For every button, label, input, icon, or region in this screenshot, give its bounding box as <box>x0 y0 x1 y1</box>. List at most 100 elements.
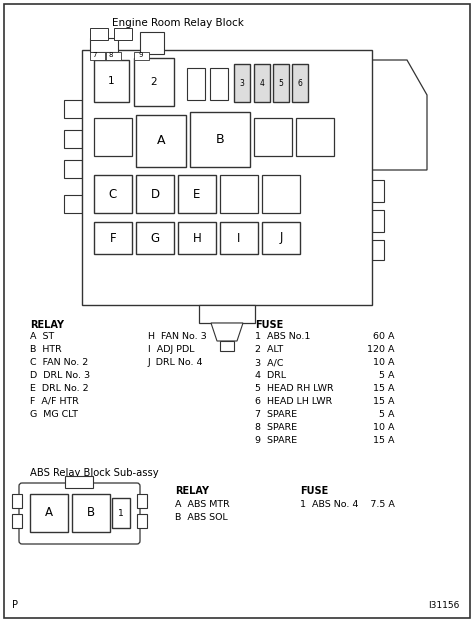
Bar <box>296 118 334 156</box>
Text: I  ADJ PDL: I ADJ PDL <box>148 345 194 354</box>
Text: H  FAN No. 3: H FAN No. 3 <box>148 332 207 341</box>
Bar <box>187 68 205 100</box>
Text: B  HTR: B HTR <box>30 345 62 354</box>
Bar <box>94 222 132 254</box>
Text: A: A <box>45 506 53 519</box>
Text: G: G <box>150 231 160 244</box>
Bar <box>90 52 105 60</box>
Bar <box>136 222 174 254</box>
Bar <box>94 60 129 102</box>
Text: 4: 4 <box>260 78 264 88</box>
Text: 1  ABS No.1: 1 ABS No.1 <box>255 332 310 341</box>
Text: 1  ABS No. 4    7.5 A: 1 ABS No. 4 7.5 A <box>300 500 395 509</box>
Bar <box>136 175 174 213</box>
Text: I: I <box>237 231 241 244</box>
Text: C  FAN No. 2: C FAN No. 2 <box>30 358 88 367</box>
Text: H: H <box>192 231 201 244</box>
Text: B: B <box>87 506 95 519</box>
Text: 6: 6 <box>298 78 302 88</box>
Bar <box>94 175 132 213</box>
Bar <box>136 115 186 167</box>
Bar <box>90 38 118 52</box>
Text: RELAY: RELAY <box>30 320 64 330</box>
Text: 8  SPARE: 8 SPARE <box>255 423 297 432</box>
Text: 7  SPARE: 7 SPARE <box>255 410 297 419</box>
Text: E: E <box>193 187 201 200</box>
Text: 7: 7 <box>93 52 97 58</box>
Text: 15 A: 15 A <box>374 436 395 445</box>
Text: D: D <box>150 187 160 200</box>
Bar <box>106 52 121 60</box>
Bar <box>273 64 289 102</box>
Bar <box>254 64 270 102</box>
Bar <box>140 32 164 54</box>
Text: FUSE: FUSE <box>300 486 328 496</box>
Text: B  ABS SOL: B ABS SOL <box>175 513 228 522</box>
Bar <box>372 180 384 202</box>
Bar <box>254 118 292 156</box>
Text: 3: 3 <box>239 78 245 88</box>
Text: Engine Room Relay Block: Engine Room Relay Block <box>112 18 244 28</box>
Bar <box>12 494 22 508</box>
Text: ABS Relay Block Sub-assy: ABS Relay Block Sub-assy <box>30 468 159 478</box>
Text: 5 A: 5 A <box>380 410 395 419</box>
Bar <box>64 100 82 118</box>
Bar <box>190 112 250 167</box>
Bar <box>178 175 216 213</box>
Bar <box>199 305 255 323</box>
Text: G  MG CLT: G MG CLT <box>30 410 78 419</box>
Text: 15 A: 15 A <box>374 397 395 406</box>
Text: F: F <box>109 231 116 244</box>
Bar <box>372 240 384 260</box>
Bar <box>30 494 68 532</box>
Text: RELAY: RELAY <box>175 486 209 496</box>
Text: FUSE: FUSE <box>255 320 283 330</box>
Bar <box>134 58 174 106</box>
Text: I31156: I31156 <box>428 601 460 610</box>
Bar <box>112 498 130 528</box>
Text: 10 A: 10 A <box>374 358 395 367</box>
Text: 60 A: 60 A <box>374 332 395 341</box>
Text: 5 A: 5 A <box>380 371 395 380</box>
Text: P: P <box>12 600 18 610</box>
Text: F  A/F HTR: F A/F HTR <box>30 397 79 406</box>
Bar <box>64 160 82 178</box>
Bar <box>210 68 228 100</box>
Text: J: J <box>279 231 283 244</box>
Text: C: C <box>109 187 117 200</box>
Text: E  DRL No. 2: E DRL No. 2 <box>30 384 89 393</box>
Text: 9: 9 <box>139 52 143 58</box>
Text: 4  DRL: 4 DRL <box>255 371 286 380</box>
Text: 2: 2 <box>151 77 157 87</box>
Text: 1: 1 <box>118 509 124 518</box>
Text: 15 A: 15 A <box>374 384 395 393</box>
Bar <box>72 494 110 532</box>
Bar <box>64 195 82 213</box>
Text: A: A <box>157 134 165 147</box>
Bar <box>220 222 258 254</box>
Bar <box>137 494 147 508</box>
Bar <box>372 210 384 232</box>
Text: 6  HEAD LH LWR: 6 HEAD LH LWR <box>255 397 332 406</box>
Bar <box>234 64 250 102</box>
Text: 1: 1 <box>108 76 114 86</box>
FancyBboxPatch shape <box>19 483 140 544</box>
Text: D  DRL No. 3: D DRL No. 3 <box>30 371 90 380</box>
Bar <box>178 222 216 254</box>
Text: 5  HEAD RH LWR: 5 HEAD RH LWR <box>255 384 334 393</box>
Text: 10 A: 10 A <box>374 423 395 432</box>
Bar <box>65 476 93 488</box>
Bar <box>262 175 300 213</box>
Bar <box>12 514 22 528</box>
Bar <box>292 64 308 102</box>
Text: 9  SPARE: 9 SPARE <box>255 436 297 445</box>
Text: A  ST: A ST <box>30 332 54 341</box>
Bar <box>90 28 108 40</box>
Text: A  ABS MTR: A ABS MTR <box>175 500 230 509</box>
Bar <box>114 28 132 40</box>
Text: 120 A: 120 A <box>367 345 395 354</box>
Polygon shape <box>211 323 243 341</box>
Bar <box>134 52 149 60</box>
Text: 8: 8 <box>109 52 113 58</box>
Text: 2  ALT: 2 ALT <box>255 345 283 354</box>
